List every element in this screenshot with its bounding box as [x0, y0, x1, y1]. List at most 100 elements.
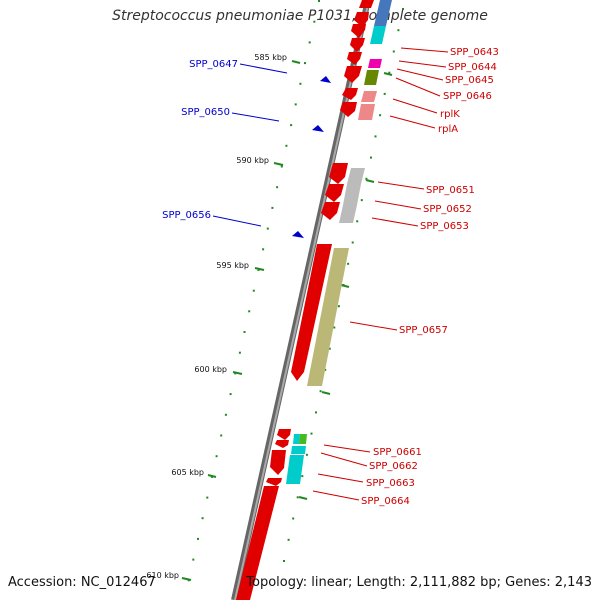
scale-dot	[315, 411, 317, 414]
scale-dot	[324, 368, 327, 371]
label-spp-0653[interactable]: SPP_0653	[371, 217, 469, 232]
scale-dot	[220, 434, 223, 437]
gene-block-spp-0645[interactable]	[364, 70, 379, 85]
scale-dot	[215, 455, 218, 458]
feature-label: SPP_0647	[189, 59, 238, 70]
scale-dot	[392, 50, 395, 53]
label-spp-0652[interactable]: SPP_0652	[374, 200, 472, 215]
scale-label: 585 kbp	[254, 53, 287, 62]
label-spp-0664[interactable]: SPP_0664	[312, 490, 410, 507]
scale-dot	[374, 135, 377, 138]
scale-label: 590 kbp	[236, 156, 269, 165]
scale-dot	[308, 41, 311, 44]
scale-tick-595: 595 kbp	[216, 261, 265, 271]
label-spp-0657[interactable]: SPP_0657	[349, 321, 448, 336]
topology-text: Topology: linear; Length: 2,111,882 bp; …	[246, 575, 592, 590]
scale-dot	[294, 103, 297, 106]
scale-dot	[319, 390, 322, 393]
label-spp-0644[interactable]: SPP_0644	[398, 60, 497, 73]
gene-block-spp-0661[interactable]	[277, 429, 307, 444]
scale-dot	[266, 227, 269, 230]
gene-block-spp-0651[interactable]	[329, 163, 365, 184]
scale-dot	[287, 538, 290, 541]
scale-dot	[333, 326, 336, 329]
feature-label: SPP_0646	[443, 91, 492, 102]
reverse-gene-spp-0650[interactable]	[312, 125, 324, 132]
scale-dot	[276, 186, 279, 189]
label-rplk[interactable]: rplK	[392, 98, 460, 120]
label-spp-0650[interactable]: SPP_0650	[181, 107, 280, 122]
reverse-gene-spp-0647[interactable]	[320, 76, 331, 83]
feature-label: SPP_0652	[423, 204, 472, 215]
scale-dot	[310, 432, 313, 435]
feature-label: SPP_0663	[366, 478, 415, 489]
scale-dot	[356, 220, 359, 223]
feature-label: SPP_0643	[450, 47, 499, 58]
label-spp-0656[interactable]: SPP_0656	[162, 210, 262, 227]
feature-label: SPP_0664	[361, 496, 410, 507]
feature-label: SPP_0656	[162, 210, 211, 221]
label-spp-0646[interactable]: SPP_0646	[395, 77, 492, 102]
scale-dot	[337, 305, 340, 308]
scale-dot	[370, 156, 372, 159]
scale-dot	[257, 269, 260, 271]
accession-text: Accession: NC_012467	[8, 575, 156, 590]
gene-block-spp-0662[interactable]	[275, 440, 306, 454]
gene-block-rplk[interactable]	[342, 88, 377, 102]
reverse-gene-spp-0656[interactable]	[292, 231, 304, 238]
scale-dot	[283, 560, 285, 562]
scale-dot	[285, 144, 288, 147]
label-spp-0643[interactable]: SPP_0643	[400, 47, 499, 58]
scale-dot	[192, 558, 195, 561]
gene-block-spp-0652[interactable]	[325, 184, 361, 205]
scale-dot	[262, 248, 265, 251]
scale-dot	[301, 475, 304, 478]
feature-label: SPP_0661	[373, 447, 422, 458]
scale-dot	[365, 177, 368, 180]
scale-dot	[206, 496, 209, 499]
feature-label: rplK	[440, 109, 460, 120]
scale-dot	[328, 347, 331, 350]
scale-tick-600: 600 kbp	[194, 365, 243, 375]
scale-dot	[360, 199, 363, 202]
scale-dot	[201, 517, 204, 520]
gene-block-spp-0653[interactable]	[321, 202, 357, 223]
gene-arrow	[344, 12, 369, 83]
scale-tick-585: 585 kbp	[254, 53, 301, 64]
label-spp-0645[interactable]: SPP_0645	[396, 68, 494, 86]
scale-dots	[187, 0, 404, 582]
scale-dot	[280, 165, 283, 168]
feature-label: SPP_0644	[448, 62, 497, 73]
gene-block-spp-0644[interactable]	[368, 59, 382, 68]
scale-dot	[351, 241, 354, 244]
scale-dot	[296, 496, 299, 499]
scale-label: 605 kbp	[171, 468, 204, 477]
label-spp-0647[interactable]: SPP_0647	[189, 59, 288, 74]
scale-dot	[197, 537, 199, 540]
label-rpla[interactable]: rplA	[389, 115, 458, 135]
feature-label: SPP_0650	[181, 107, 230, 118]
scale-dot	[292, 517, 295, 520]
label-spp-0662[interactable]: SPP_0662	[320, 452, 418, 472]
label-spp-0651[interactable]: SPP_0651	[377, 181, 475, 196]
feature-label: SPP_0651	[426, 185, 475, 196]
feature-label: SPP_0645	[445, 75, 494, 86]
scale-dot	[290, 124, 293, 127]
scale-dot	[305, 453, 308, 456]
label-spp-0663[interactable]: SPP_0663	[317, 473, 415, 489]
gene-block-spp-0657[interactable]	[291, 244, 349, 386]
feature-label: SPP_0657	[399, 325, 448, 336]
scale-dot	[388, 71, 391, 74]
label-spp-0661[interactable]: SPP_0661	[323, 444, 422, 458]
gene-block-spp-0664[interactable]	[236, 478, 282, 600]
gene-block-spp-0643[interactable]	[359, 0, 392, 44]
genome-backbone	[231, 0, 371, 600]
scale-dot	[299, 82, 302, 85]
gene-block-rpla[interactable]	[340, 102, 375, 120]
feature-label: SPP_0653	[420, 221, 469, 232]
scale-label: 610 kbp	[146, 571, 179, 580]
scale-dot	[304, 62, 306, 65]
scale-dot	[313, 20, 316, 23]
gene-block-spp-0663[interactable]	[270, 450, 304, 484]
scale-dot	[238, 351, 241, 354]
